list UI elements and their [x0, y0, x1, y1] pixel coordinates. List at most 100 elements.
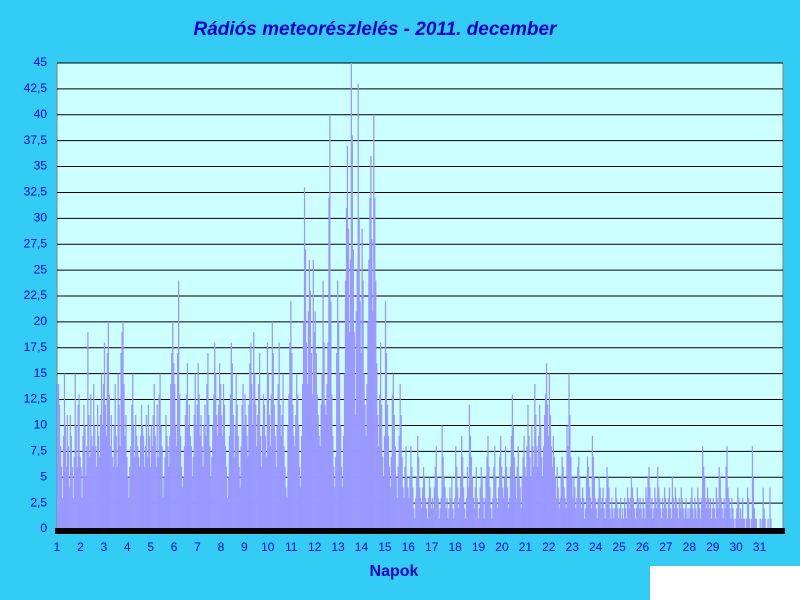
bar	[640, 508, 642, 529]
bar	[342, 435, 345, 529]
bar	[66, 415, 69, 529]
bar	[536, 446, 538, 529]
bar	[153, 384, 155, 529]
bar	[401, 456, 403, 529]
bar	[79, 456, 81, 529]
bar	[725, 466, 727, 529]
bar	[498, 487, 500, 529]
bar	[421, 487, 424, 529]
bar	[239, 487, 241, 529]
bar	[723, 497, 725, 529]
bar	[470, 456, 473, 529]
x-tick-label: 29	[706, 540, 720, 554]
bar	[310, 352, 312, 529]
bar	[424, 497, 427, 529]
bar	[202, 466, 204, 529]
bar	[404, 466, 406, 529]
bar	[363, 373, 365, 529]
bar	[418, 456, 420, 529]
x-tick-label: 24	[589, 540, 603, 554]
bar	[495, 477, 497, 529]
bar	[474, 487, 476, 529]
bar	[409, 477, 411, 529]
bar	[314, 311, 316, 529]
bar	[181, 487, 184, 529]
bar	[222, 384, 225, 529]
bar	[122, 321, 124, 529]
bar	[83, 404, 85, 529]
x-tick-label: 1	[54, 540, 61, 554]
bar	[683, 518, 685, 529]
bar	[305, 342, 308, 529]
bar	[354, 415, 356, 529]
bar	[315, 352, 317, 529]
bar	[263, 404, 266, 529]
bar	[457, 487, 459, 529]
bar	[391, 394, 393, 529]
x-tick-label: 26	[636, 540, 650, 554]
bar	[721, 508, 723, 529]
bar	[165, 415, 167, 529]
bar	[475, 466, 477, 529]
bar	[441, 425, 443, 529]
bar	[303, 187, 306, 529]
bar	[647, 477, 649, 529]
bar	[652, 518, 654, 529]
bar	[206, 384, 208, 529]
bar	[681, 497, 683, 529]
bar	[211, 456, 213, 529]
bar	[359, 301, 361, 529]
bar	[260, 466, 263, 529]
bar	[238, 466, 240, 529]
bar	[675, 497, 677, 529]
bar	[511, 394, 514, 529]
bar	[676, 508, 678, 529]
bar	[434, 466, 436, 529]
bar	[279, 404, 281, 529]
bar	[269, 446, 272, 529]
bar	[236, 404, 238, 529]
bar	[258, 352, 261, 529]
bar	[541, 456, 543, 529]
bar	[445, 508, 447, 529]
bar	[288, 394, 290, 529]
bar	[438, 518, 440, 529]
bar	[712, 497, 715, 529]
bar	[692, 508, 694, 529]
bar	[285, 487, 287, 529]
bar	[618, 518, 620, 529]
bar	[97, 404, 99, 529]
bar	[461, 456, 464, 529]
bar	[163, 477, 165, 529]
bar	[110, 415, 112, 529]
bar	[270, 394, 272, 529]
bar	[426, 518, 429, 529]
bar	[68, 487, 70, 529]
bar	[262, 394, 265, 529]
bar	[625, 518, 628, 529]
bar	[225, 466, 228, 529]
bar	[503, 477, 506, 529]
bar	[58, 404, 61, 529]
bar	[464, 518, 467, 529]
bar	[601, 497, 603, 529]
bar	[341, 487, 344, 529]
bar	[540, 425, 542, 529]
bar	[574, 487, 576, 529]
bar	[759, 518, 761, 529]
bar	[109, 446, 111, 529]
bar	[185, 394, 188, 529]
bar	[562, 466, 564, 529]
bar	[329, 114, 331, 530]
x-tick-label: 13	[331, 540, 345, 554]
bar	[242, 384, 244, 529]
bar	[741, 518, 743, 529]
bar	[755, 518, 757, 529]
bar	[89, 456, 91, 529]
bar	[746, 487, 749, 529]
bar	[78, 394, 80, 529]
bar	[400, 415, 402, 529]
bar	[632, 497, 635, 529]
white-box	[650, 566, 800, 600]
bar	[512, 425, 514, 529]
